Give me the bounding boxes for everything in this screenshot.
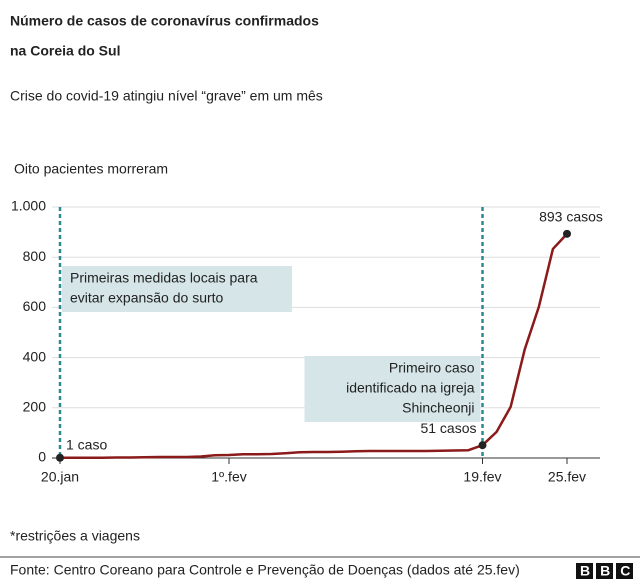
annotation-box — [62, 266, 292, 312]
x-tick-label: 19.fev — [463, 469, 501, 485]
logo: BBC — [580, 563, 640, 579]
y-tick-label: 200 — [23, 399, 47, 415]
chart-title: na Coreia do Sul — [10, 43, 120, 59]
annotation-text: Primeiro caso — [389, 360, 475, 376]
logo-block — [616, 563, 633, 579]
value-label: 51 casos — [420, 420, 476, 436]
value-label: 1 caso — [66, 436, 107, 452]
y-tick-label: 1.000 — [11, 198, 46, 214]
y-tick-label: 600 — [23, 298, 47, 314]
x-tick-label: 20.jan — [41, 469, 79, 485]
chart-subtitle: Crise do covid-19 atingiu nível “grave” … — [10, 88, 323, 104]
footnote: *restrições a viagens — [10, 528, 140, 544]
annotation-text: Primeiras medidas locais para — [70, 270, 258, 286]
point — [478, 441, 487, 450]
y-tick-label: 0 — [38, 449, 46, 465]
logo-block — [576, 563, 593, 579]
logo-block — [596, 563, 613, 579]
annotation-text: Shincheonji — [402, 400, 474, 416]
y-tick-label: 800 — [23, 248, 47, 264]
x-tick-label: 25.fev — [548, 469, 586, 485]
annotation-text: evitar expansão do surto — [70, 290, 224, 306]
point — [56, 453, 64, 462]
point — [563, 229, 571, 238]
y-tick-label: 400 — [23, 348, 47, 364]
value-label: 893 casos — [539, 209, 603, 225]
chart-title: Número de casos de coronavírus confirmad… — [10, 13, 319, 29]
source: Fonte: Centro Coreano para Controle e Pr… — [10, 562, 520, 578]
annotation-box — [304, 356, 481, 422]
annotation-text: identificado na igreja — [346, 380, 475, 396]
y-axis-label: Oito pacientes morreram — [14, 161, 168, 177]
x-tick-label: 1º.fev — [211, 469, 246, 485]
